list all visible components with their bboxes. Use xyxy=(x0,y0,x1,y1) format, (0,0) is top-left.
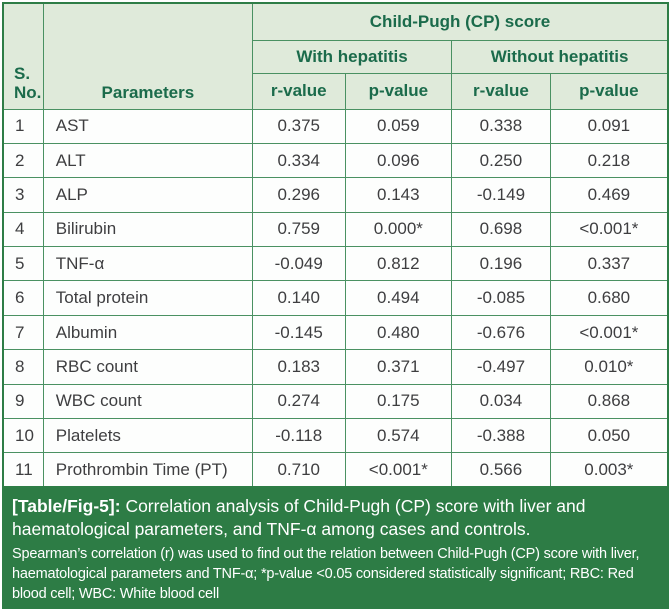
table-row: 7 Albumin -0.145 0.480 -0.676 <0.001* xyxy=(2,314,669,351)
cell-p-value-without: 0.218 xyxy=(549,142,669,179)
caption-label: [Table/Fig-5]: xyxy=(12,496,121,517)
cell-p-value-without: 0.010* xyxy=(549,349,669,385)
column-header-r-value-without: r-value xyxy=(451,72,551,110)
column-header-p-value-with: p-value xyxy=(344,72,453,110)
cell-r-value-with: 0.296 xyxy=(251,177,346,213)
cell-r-value-without: 0.566 xyxy=(451,452,551,488)
table-row: 11 Prothrombin Time (PT) 0.710 <0.001* 0.566… xyxy=(2,452,669,488)
cell-p-value-with: 0.574 xyxy=(344,418,453,454)
cell-p-value-with: 0.096 xyxy=(344,142,453,179)
cell-parameter: RBC count xyxy=(42,349,253,385)
column-subgroup-with-hepatitis: With hepatitis xyxy=(251,39,453,74)
cell-r-value-without: -0.388 xyxy=(451,418,551,454)
cell-sno: 3 xyxy=(2,177,44,213)
table-row: 4 Bilirubin 0.759 0.000* 0.698 <0.001* xyxy=(2,211,669,248)
cell-r-value-with: -0.118 xyxy=(251,418,346,454)
cell-sno: 2 xyxy=(2,142,44,179)
cell-r-value-without: -0.497 xyxy=(451,349,551,385)
sno-line2: No. xyxy=(14,83,42,103)
column-header-p-value-without: p-value xyxy=(549,72,669,110)
column-header-sno: S. No. xyxy=(2,2,44,110)
cell-sno: 5 xyxy=(2,246,44,282)
cell-parameter: ALT xyxy=(42,142,253,179)
cell-p-value-with: 0.000* xyxy=(344,211,453,248)
cell-p-value-without: <0.001* xyxy=(549,211,669,248)
cell-p-value-with: 0.175 xyxy=(344,383,453,420)
cell-r-value-without: 0.338 xyxy=(451,108,551,144)
cell-r-value-without: 0.196 xyxy=(451,246,551,282)
cell-p-value-without: 0.050 xyxy=(549,418,669,454)
cell-p-value-without: <0.001* xyxy=(549,314,669,351)
cell-p-value-with: 0.371 xyxy=(344,349,453,385)
column-header-r-value-with: r-value xyxy=(251,72,346,110)
cell-p-value-with: 0.143 xyxy=(344,177,453,213)
cell-sno: 11 xyxy=(2,452,44,488)
cell-sno: 4 xyxy=(2,211,44,248)
table-row: 6 Total protein 0.140 0.494 -0.085 0.680 xyxy=(2,280,669,316)
cell-p-value-with: 0.812 xyxy=(344,246,453,282)
cell-r-value-without: 0.034 xyxy=(451,383,551,420)
cell-p-value-without: 0.337 xyxy=(549,246,669,282)
cell-sno: 7 xyxy=(2,314,44,351)
cell-parameter: Albumin xyxy=(42,314,253,351)
cell-r-value-with: -0.145 xyxy=(251,314,346,351)
cell-parameter: TNF-α xyxy=(42,246,253,282)
cell-parameter: WBC count xyxy=(42,383,253,420)
cell-p-value-without: 0.680 xyxy=(549,280,669,316)
sno-line1: S. xyxy=(14,64,31,84)
cell-r-value-with: -0.049 xyxy=(251,246,346,282)
cell-r-value-with: 0.710 xyxy=(251,452,346,488)
caption-main: [Table/Fig-5]: Correlation analysis of C… xyxy=(12,495,655,541)
cell-sno: 10 xyxy=(2,418,44,454)
cell-sno: 6 xyxy=(2,280,44,316)
column-group-cp-score: Child-Pugh (CP) score xyxy=(251,2,669,41)
cell-r-value-with: 0.183 xyxy=(251,349,346,385)
cell-sno: 8 xyxy=(2,349,44,385)
cell-parameter: Bilirubin xyxy=(42,211,253,248)
cell-r-value-with: 0.375 xyxy=(251,108,346,144)
cell-r-value-with: 0.274 xyxy=(251,383,346,420)
cell-p-value-with: 0.480 xyxy=(344,314,453,351)
column-header-parameters: Parameters xyxy=(42,2,253,110)
cell-p-value-with: 0.059 xyxy=(344,108,453,144)
cell-r-value-without: -0.676 xyxy=(451,314,551,351)
cell-r-value-without: 0.250 xyxy=(451,142,551,179)
cell-p-value-without: 0.091 xyxy=(549,108,669,144)
cell-parameter: AST xyxy=(42,108,253,144)
cell-sno: 9 xyxy=(2,383,44,420)
cell-r-value-with: 0.140 xyxy=(251,280,346,316)
table-row: 5 TNF-α -0.049 0.812 0.196 0.337 xyxy=(2,246,669,282)
table-caption: [Table/Fig-5]: Correlation analysis of C… xyxy=(2,488,669,609)
cell-r-value-without: -0.085 xyxy=(451,280,551,316)
table-row: 1 AST 0.375 0.059 0.338 0.091 xyxy=(2,108,669,144)
cell-r-value-without: -0.149 xyxy=(451,177,551,213)
table-row: 2 ALT 0.334 0.096 0.250 0.218 xyxy=(2,142,669,179)
table-body: 1 AST 0.375 0.059 0.338 0.091 2 ALT 0.334 0.096 0.… xyxy=(2,108,669,488)
cell-parameter: Prothrombin Time (PT) xyxy=(42,452,253,488)
caption-note: Spearman’s correlation (r) was used to f… xyxy=(12,546,640,603)
column-subgroup-without-hepatitis: Without hepatitis xyxy=(451,39,669,74)
table-row: 10 Platelets -0.118 0.574 -0.388 0.050 xyxy=(2,418,669,454)
cell-p-value-without: 0.868 xyxy=(549,383,669,420)
cell-parameter: Platelets xyxy=(42,418,253,454)
table-row: 3 ALP 0.296 0.143 -0.149 0.469 xyxy=(2,177,669,213)
cell-parameter: Total protein xyxy=(42,280,253,316)
cell-sno: 1 xyxy=(2,108,44,144)
table-row: 8 RBC count 0.183 0.371 -0.497 0.010* xyxy=(2,349,669,385)
cell-p-value-with: <0.001* xyxy=(344,452,453,488)
cell-r-value-without: 0.698 xyxy=(451,211,551,248)
caption-title: Correlation analysis of Child-Pugh (CP) … xyxy=(12,496,586,540)
table-row: 9 WBC count 0.274 0.175 0.034 0.868 xyxy=(2,383,669,420)
cell-parameter: ALP xyxy=(42,177,253,213)
cell-p-value-without: 0.469 xyxy=(549,177,669,213)
cell-r-value-with: 0.334 xyxy=(251,142,346,179)
cell-p-value-with: 0.494 xyxy=(344,280,453,316)
table-header: S. No. Parameters Child-Pugh (CP) score … xyxy=(2,2,669,110)
cell-p-value-without: 0.003* xyxy=(549,452,669,488)
cell-r-value-with: 0.759 xyxy=(251,211,346,248)
correlation-table: S. No. Parameters Child-Pugh (CP) score … xyxy=(2,2,669,489)
